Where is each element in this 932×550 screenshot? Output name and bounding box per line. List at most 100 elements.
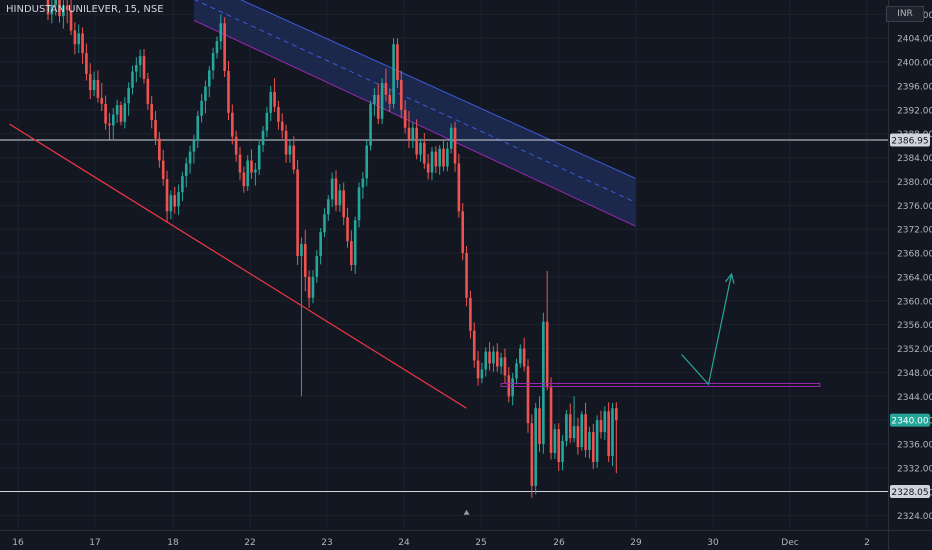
- candle-body: [169, 195, 173, 212]
- candle-body: [399, 79, 403, 110]
- price-tick-label: 2380.00: [897, 178, 932, 188]
- candle: [200, 93, 203, 123]
- candle: [369, 100, 372, 151]
- candle: [615, 402, 618, 474]
- candle-body: [511, 378, 514, 397]
- channel-upper-line: [240, 0, 636, 179]
- candle-body: [565, 414, 568, 442]
- candle: [507, 367, 511, 403]
- candle-body: [119, 105, 123, 122]
- price-tick-label: 2396.00: [897, 82, 932, 92]
- candle: [476, 350, 480, 386]
- candle-body: [319, 232, 322, 257]
- candle-body: [204, 86, 207, 101]
- candle-body: [584, 414, 587, 451]
- candle-body: [457, 163, 461, 212]
- candle-body: [223, 23, 226, 72]
- candle-body: [595, 420, 599, 462]
- candle: [81, 27, 84, 64]
- annotation-layer: [9, 123, 821, 515]
- projection-arrowhead: [724, 272, 735, 284]
- price-label-level-upper: 2386.95: [890, 133, 930, 147]
- candle-body: [50, 5, 54, 15]
- channel-fill: [193, 0, 636, 227]
- candle: [161, 149, 165, 186]
- candle: [207, 66, 211, 98]
- candle-body: [342, 190, 345, 218]
- candle: [242, 166, 246, 193]
- candle: [219, 14, 223, 50]
- candle-body: [246, 160, 249, 187]
- candle: [611, 402, 614, 467]
- candle-body: [376, 94, 380, 119]
- candle: [565, 410, 568, 447]
- candle: [488, 341, 491, 371]
- price-tick-label: 2372.00: [897, 226, 932, 236]
- candle: [127, 82, 130, 116]
- price-label-background: [890, 485, 930, 499]
- candle-body: [277, 106, 280, 122]
- candle: [119, 101, 123, 126]
- candle-body: [380, 82, 384, 119]
- candle: [419, 138, 422, 162]
- candle-body: [480, 369, 484, 379]
- candle-body: [515, 363, 518, 379]
- candle-body: [307, 276, 311, 298]
- candle: [104, 95, 107, 130]
- time-tick-label: 18: [167, 538, 179, 548]
- candle: [388, 88, 392, 112]
- candle: [54, 0, 57, 16]
- currency-button[interactable]: INR: [886, 6, 924, 22]
- candle-body: [499, 357, 503, 367]
- candle: [522, 337, 526, 372]
- candle-body: [81, 33, 84, 54]
- candle-body: [58, 0, 61, 17]
- candle: [545, 270, 549, 391]
- candle: [572, 396, 576, 443]
- candle-body: [423, 142, 426, 164]
- candle-body: [472, 330, 476, 361]
- candle-body: [526, 366, 530, 424]
- candle: [284, 124, 288, 163]
- candle-body: [442, 148, 445, 167]
- candle: [415, 119, 418, 160]
- candle-body: [131, 71, 134, 88]
- candle-body: [254, 169, 257, 173]
- candle-body: [146, 78, 150, 104]
- candle: [288, 140, 292, 163]
- candle: [177, 184, 180, 215]
- candle-body: [92, 79, 96, 91]
- candle-body: [111, 114, 115, 126]
- candle: [430, 146, 434, 181]
- candle-body: [334, 178, 338, 206]
- candle: [346, 207, 349, 248]
- candle-body: [461, 211, 465, 254]
- candle-body: [280, 121, 284, 131]
- candle-body: [323, 214, 326, 233]
- candle-body: [273, 91, 276, 107]
- candle: [607, 402, 610, 462]
- candle: [292, 136, 296, 174]
- candle: [184, 157, 188, 188]
- candle-body: [599, 420, 603, 433]
- candle: [330, 172, 334, 208]
- candle: [588, 426, 591, 459]
- candle-body: [127, 87, 130, 104]
- candle: [599, 410, 603, 439]
- candle: [503, 348, 507, 384]
- candle-body: [184, 163, 188, 177]
- candle-body: [361, 178, 365, 188]
- candle-body: [495, 351, 499, 367]
- candle-body: [434, 151, 438, 167]
- price-label-text: 2328.05: [891, 488, 928, 498]
- candle-body: [603, 411, 607, 433]
- price-tick-label: 2348.00: [897, 369, 932, 379]
- candle-body: [476, 360, 480, 379]
- candle: [480, 362, 484, 384]
- candle: [227, 60, 230, 120]
- candle-body: [353, 220, 357, 265]
- candle: [511, 373, 514, 406]
- candle: [246, 155, 249, 191]
